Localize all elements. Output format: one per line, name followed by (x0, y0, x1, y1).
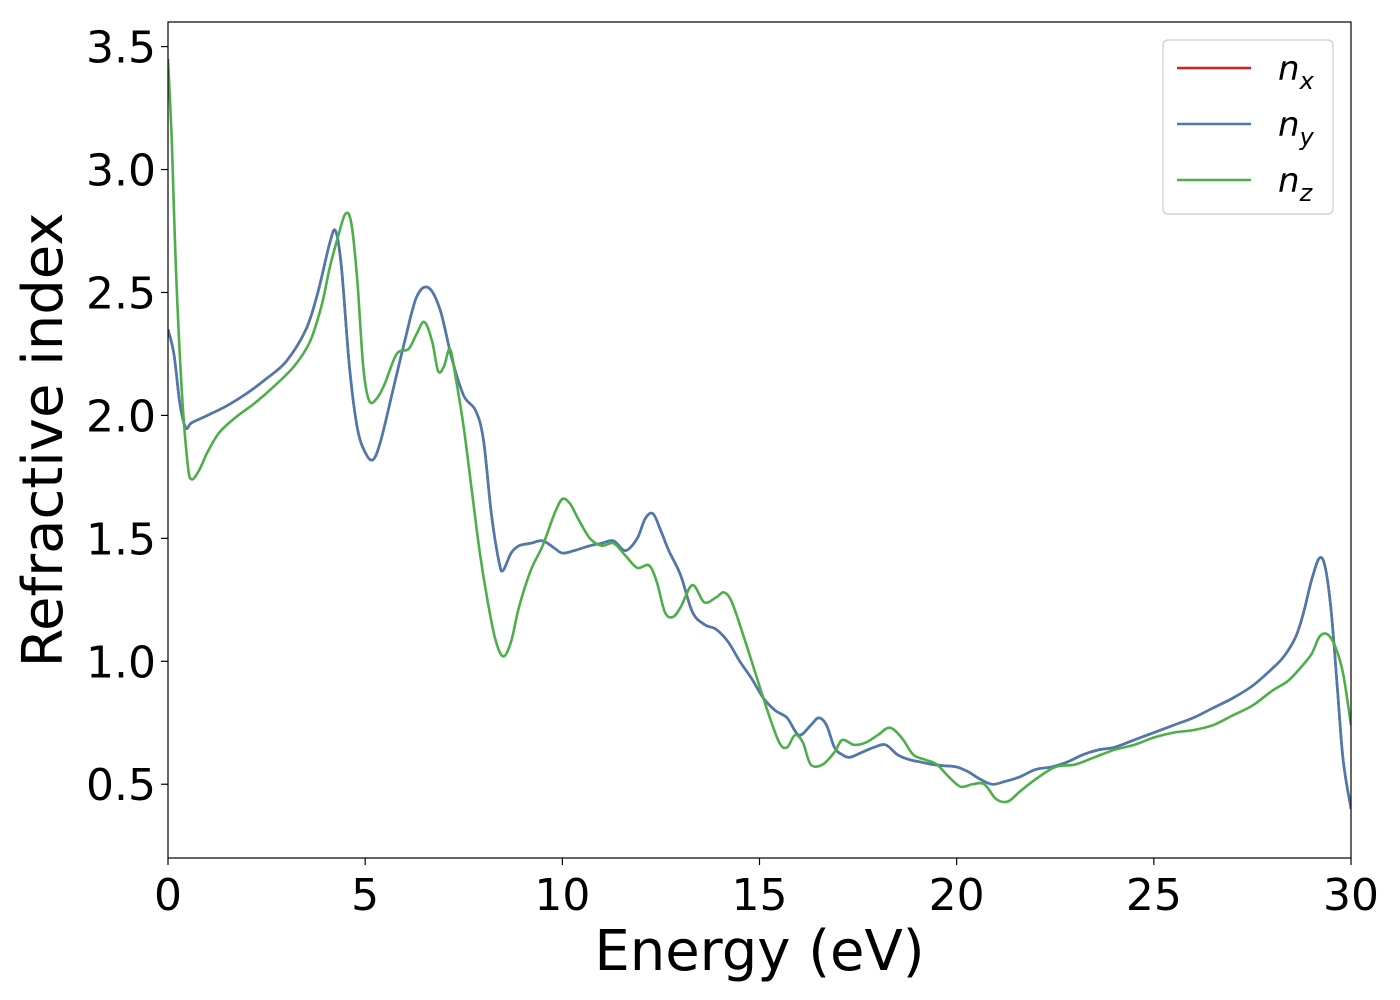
x-tick-label: 0 (154, 870, 182, 921)
legend-label-x: nx (1278, 49, 1315, 95)
series-line-z (168, 58, 1351, 804)
x-tick-label: 25 (1126, 870, 1182, 921)
plot-lines (168, 58, 1351, 810)
y-tick-label: 3.5 (86, 23, 156, 74)
x-tick-label: 5 (351, 870, 379, 921)
y-tick-label: 0.5 (86, 760, 156, 811)
x-axis: 0 5 10 15 20 25 30 (154, 858, 1379, 921)
y-axis: 0.5 1.0 1.5 2.0 2.5 3.0 3.5 (86, 23, 168, 811)
y-tick-label: 3.0 (86, 146, 156, 197)
legend-label-z: nz (1278, 161, 1314, 207)
x-tick-label: 20 (929, 870, 985, 921)
y-tick-label: 2.0 (86, 391, 156, 442)
legend-label-y: ny (1278, 105, 1315, 151)
y-tick-label: 2.5 (86, 268, 156, 319)
x-tick-label: 15 (732, 870, 788, 921)
y-tick-label: 1.5 (86, 514, 156, 565)
x-axis-title: Energy (eV) (594, 919, 924, 984)
legend-box (1162, 39, 1334, 215)
x-tick-label: 10 (534, 870, 590, 921)
y-axis-title: Refractive index (11, 213, 76, 668)
y-tick-label: 1.0 (86, 637, 156, 688)
legend: nx ny nz (1162, 39, 1334, 215)
series-line-y (168, 228, 1351, 810)
x-tick-label: 30 (1323, 870, 1379, 921)
